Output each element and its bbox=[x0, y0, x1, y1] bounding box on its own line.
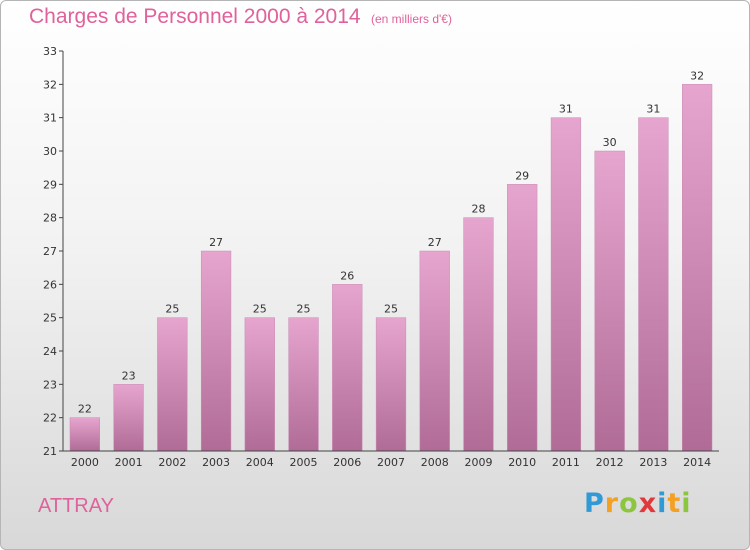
data-label-2014: 32 bbox=[690, 69, 704, 82]
logo-letter: x bbox=[638, 488, 658, 519]
bar-2007 bbox=[375, 317, 407, 452]
x-tick-label-2004: 2004 bbox=[246, 456, 274, 469]
bar-2000 bbox=[69, 417, 100, 452]
x-tick-label-2001: 2001 bbox=[115, 456, 143, 469]
bars-group: 22 23 25 27 25 25 26 25 27 28 29 31 30 31 32 bbox=[69, 69, 713, 452]
x-tick-label-2008: 2008 bbox=[421, 456, 449, 469]
x-tick-label-2006: 2006 bbox=[333, 456, 361, 469]
data-label-2005: 25 bbox=[297, 303, 311, 316]
data-label-2004: 25 bbox=[253, 303, 267, 316]
data-label-2000: 22 bbox=[78, 403, 92, 416]
logo-letter: r bbox=[604, 488, 620, 519]
chart-subtitle: (en milliers d'€) bbox=[371, 12, 452, 26]
bar-2014 bbox=[682, 84, 713, 452]
bar-2011 bbox=[550, 117, 582, 452]
y-tick-label: 24 bbox=[43, 345, 57, 358]
y-axis: 21 22 23 24 25 26 27 28 29 30 31 32 33 bbox=[43, 45, 64, 458]
logo-letter: o bbox=[619, 488, 639, 519]
y-tick-label: 27 bbox=[43, 245, 57, 258]
x-tick-label-2014: 2014 bbox=[683, 456, 711, 469]
data-label-2001: 23 bbox=[122, 369, 136, 382]
x-tick-label-2003: 2003 bbox=[202, 456, 230, 469]
x-tick-label-2011: 2011 bbox=[552, 456, 580, 469]
x-tick-label-2002: 2002 bbox=[158, 456, 186, 469]
y-tick-label: 26 bbox=[43, 278, 57, 291]
x-tick-label-2007: 2007 bbox=[377, 456, 405, 469]
bar-2009 bbox=[463, 217, 494, 452]
y-tick-label: 23 bbox=[43, 378, 57, 391]
y-tick-label: 28 bbox=[43, 212, 57, 225]
data-label-2010: 29 bbox=[515, 169, 529, 182]
data-label-2012: 30 bbox=[603, 136, 617, 149]
data-label-2002: 25 bbox=[165, 303, 179, 316]
data-label-2009: 28 bbox=[471, 203, 485, 216]
data-label-2006: 26 bbox=[340, 269, 354, 282]
bar-2012 bbox=[594, 150, 625, 452]
x-tick-label-2000: 2000 bbox=[71, 456, 99, 469]
logo-letter: t bbox=[667, 488, 682, 519]
y-tick-label: 29 bbox=[43, 178, 57, 191]
town-name: ATTRAY bbox=[38, 495, 114, 517]
bar-2001 bbox=[113, 384, 144, 452]
bar-2003 bbox=[200, 250, 232, 452]
y-tick-label: 33 bbox=[43, 45, 57, 58]
logo-letter: i bbox=[681, 488, 692, 519]
bar-2006 bbox=[332, 284, 363, 452]
x-tick-label-2013: 2013 bbox=[639, 456, 667, 469]
x-tick-label-2012: 2012 bbox=[596, 456, 624, 469]
x-axis: 2000 2001 2002 2003 2004 2005 2006 2007 2008 2009… bbox=[63, 450, 719, 469]
x-tick-label-2010: 2010 bbox=[508, 456, 536, 469]
y-tick-label: 25 bbox=[43, 312, 57, 325]
logo-letter: P bbox=[584, 488, 605, 519]
y-tick-label: 21 bbox=[43, 445, 57, 458]
bar-2008 bbox=[419, 250, 450, 452]
bar-2010 bbox=[507, 184, 538, 452]
y-tick-label: 30 bbox=[43, 145, 57, 158]
bar-2005 bbox=[288, 317, 319, 452]
x-tick-label-2005: 2005 bbox=[290, 456, 318, 469]
bar-2013 bbox=[638, 117, 669, 452]
proxiti-logo[interactable]: Proxiti bbox=[584, 488, 692, 519]
y-tick-label: 22 bbox=[43, 412, 57, 425]
data-label-2013: 31 bbox=[646, 103, 660, 116]
x-tick-label-2009: 2009 bbox=[464, 456, 492, 469]
logo-letter: i bbox=[657, 488, 668, 519]
data-label-2011: 31 bbox=[559, 103, 573, 116]
data-label-2003: 27 bbox=[209, 236, 223, 249]
data-label-2007: 25 bbox=[384, 303, 398, 316]
y-tick-label: 31 bbox=[43, 112, 57, 125]
data-label-2008: 27 bbox=[428, 236, 442, 249]
chart-title: Charges de Personnel 2000 à 2014 bbox=[29, 5, 361, 28]
bar-2002 bbox=[157, 317, 188, 452]
y-tick-label: 32 bbox=[43, 78, 57, 91]
bar-2004 bbox=[244, 317, 275, 452]
